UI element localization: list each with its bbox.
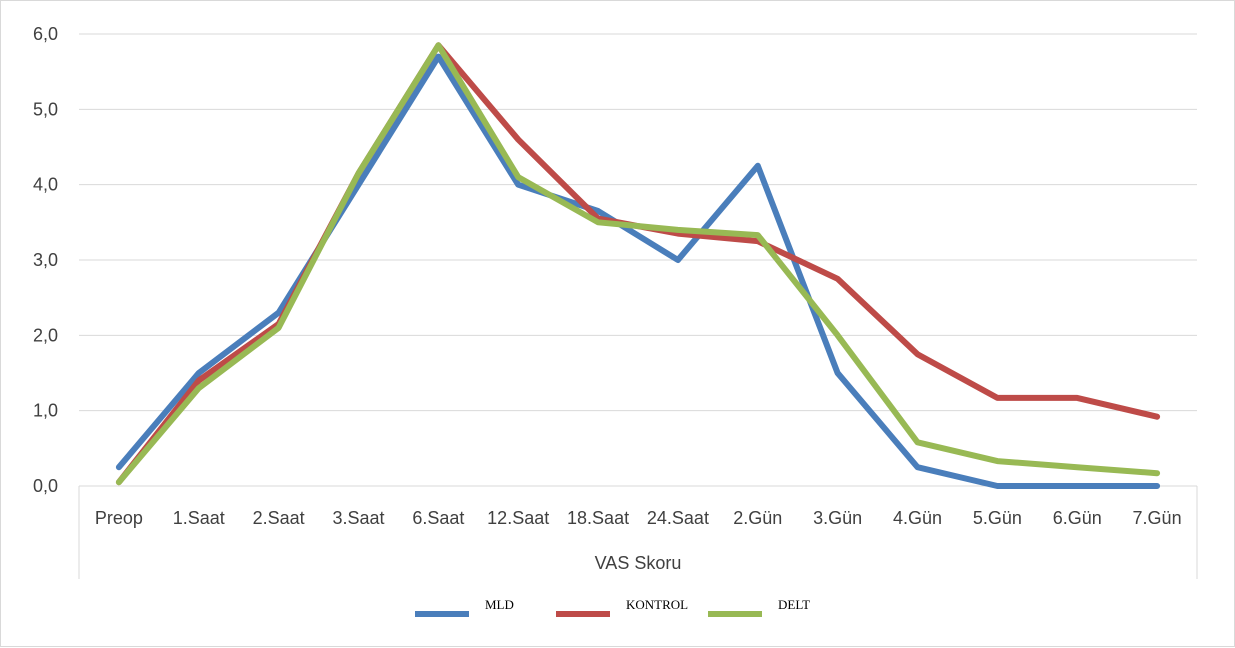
y-axis-tick-labels: 0,0 1,0 2,0 3,0 4,0 5,0 6,0 [33,24,58,496]
x-tick-label: 6.Saat [412,508,464,528]
y-tick-label: 1,0 [33,401,58,421]
x-axis-title: VAS Skoru [595,553,682,573]
x-tick-label: 3.Gün [813,508,862,528]
x-axis: Preop 1.Saat 2.Saat 3.Saat 6.Saat 12.Saat 18.S… [78,486,1198,579]
y-tick-label: 0,0 [33,476,58,496]
x-tick-label: 24.Saat [647,508,709,528]
x-tick-label: 7.Gün [1133,508,1182,528]
x-tick-label: 18.Saat [567,508,629,528]
legend-label-kontrol: KONTROL [626,597,688,612]
y-tick-label: 4,0 [33,175,58,195]
x-tick-label: 4.Gün [893,508,942,528]
series-lines [115,42,1161,489]
x-tick-label: 2.Saat [253,508,305,528]
x-tick-label: 12.Saat [487,508,549,528]
y-tick-label: 5,0 [33,99,58,119]
series-line-delt [115,42,1161,486]
legend: MLD KONTROL DELT [415,597,810,617]
x-tick-label: 3.Saat [332,508,384,528]
series-line-mld [115,53,1161,489]
legend-label-mld: MLD [485,597,514,612]
x-tick-label: Preop [95,508,143,528]
series-line-kontrol [115,42,1161,486]
y-tick-label: 3,0 [33,250,58,270]
x-tick-label: 6.Gün [1053,508,1102,528]
x-tick-label: 5.Gün [973,508,1022,528]
y-tick-label: 2,0 [33,325,58,345]
y-tick-label: 6,0 [33,24,58,44]
x-tick-label: 2.Gün [733,508,782,528]
legend-label-delt: DELT [778,597,810,612]
x-tick-label: 1.Saat [173,508,225,528]
gridlines [79,33,1197,487]
